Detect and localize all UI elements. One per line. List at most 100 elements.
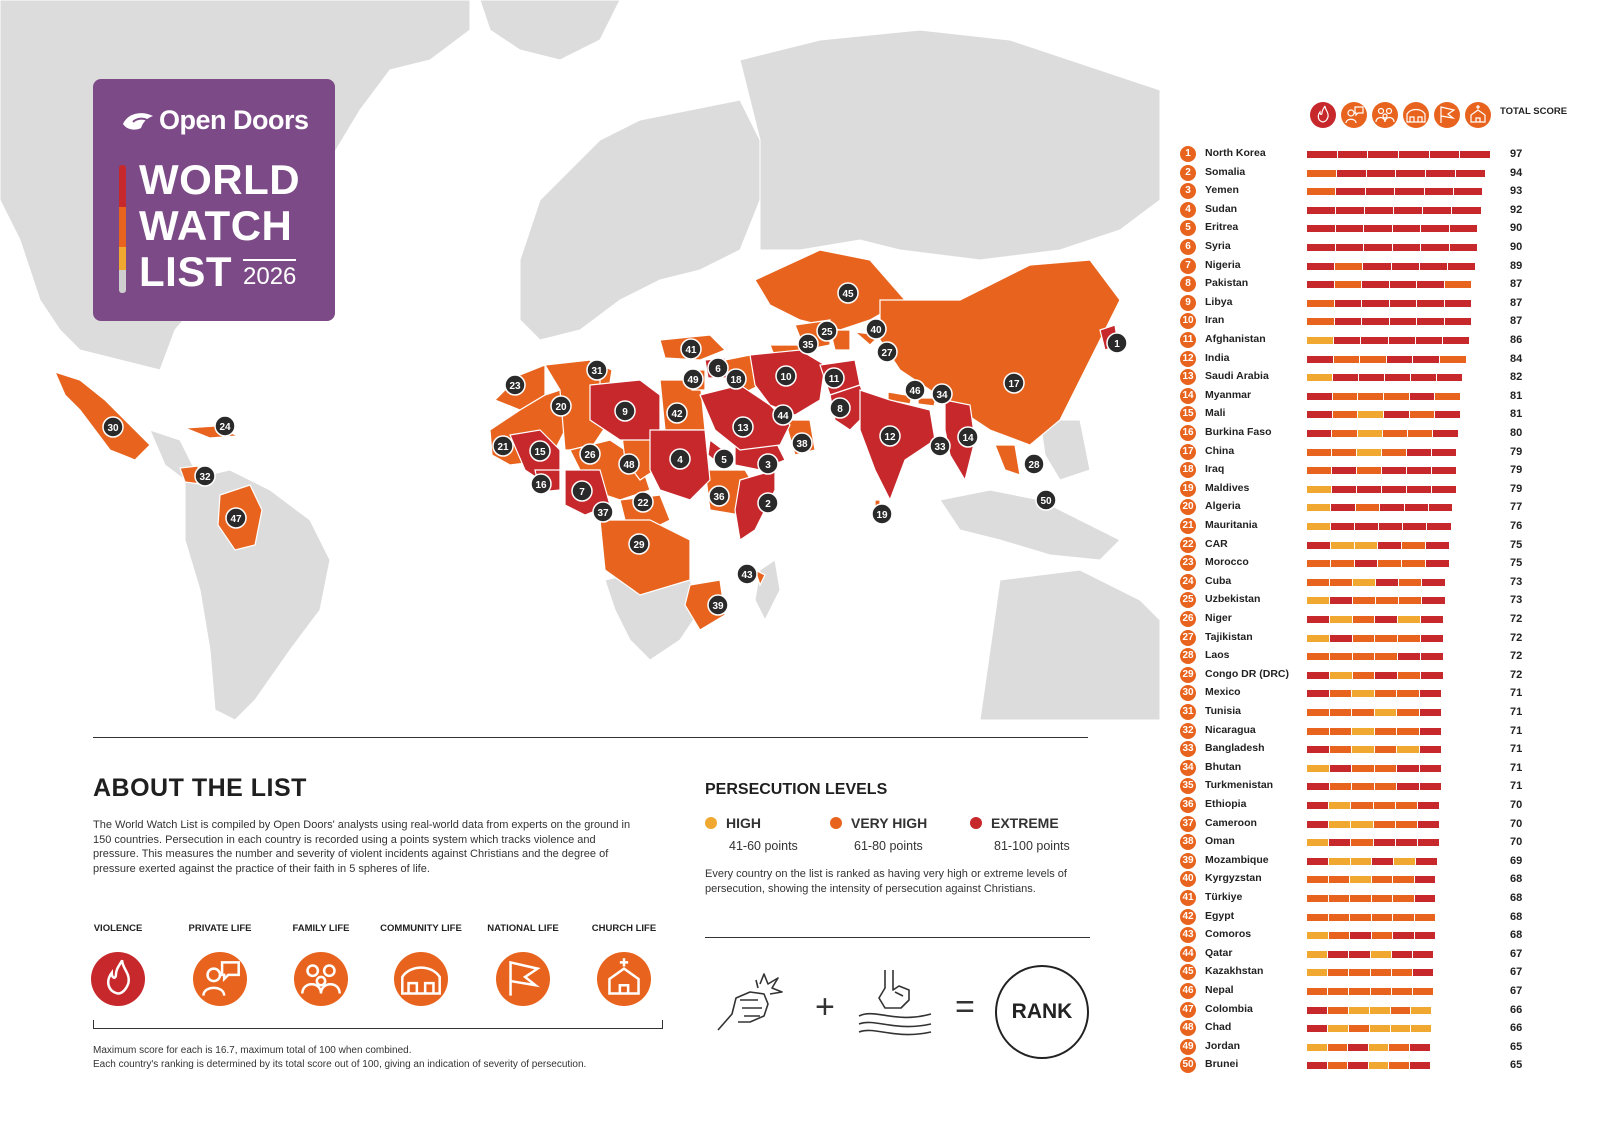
score-segment (1307, 653, 1329, 661)
total-score: 71 (1510, 743, 1523, 756)
map-marker-label: 21 (497, 442, 509, 453)
ranking-list: 1 North Korea 97 2 Somalia 94 3 Yemen 93 4 Sudan 92… (1180, 145, 1590, 1075)
score-segment (1353, 578, 1376, 586)
score-bar (1307, 504, 1453, 512)
flag-icon (496, 952, 550, 1006)
map-marker: 25 (816, 320, 838, 342)
about-text: The World Watch List is compiled by Open… (93, 819, 631, 875)
list-item: 21 Mauritania 76 (1180, 517, 1590, 535)
score-segment (1373, 802, 1395, 809)
score-segment (1374, 764, 1396, 772)
map-marker-label: 39 (712, 601, 724, 612)
score-segment (1371, 895, 1392, 902)
score-segment (1307, 634, 1329, 642)
score-segment (1435, 411, 1461, 419)
score-segment (1370, 988, 1391, 995)
score-segment (1373, 839, 1395, 847)
score-segment (1395, 188, 1424, 196)
score-segment (1368, 1043, 1389, 1051)
score-segment (1335, 244, 1363, 251)
score-segment (1330, 597, 1353, 605)
map-marker-label: 44 (777, 411, 789, 422)
score-segment (1414, 895, 1435, 902)
score-segment (1350, 895, 1371, 902)
total-score: 92 (1510, 203, 1523, 216)
rank-badge: 12 (1180, 350, 1196, 367)
score-segment (1397, 727, 1419, 735)
total-score: 97 (1510, 148, 1523, 160)
score-bar (1307, 1006, 1432, 1014)
score-segment (1376, 597, 1399, 605)
total-score: 68 (1510, 929, 1523, 942)
total-score: 87 (1510, 278, 1523, 291)
list-item: 9 Libya 87 (1180, 294, 1590, 312)
rank-badge: 17 (1180, 443, 1196, 460)
rank-badge: 37 (1180, 815, 1196, 832)
score-bar (1307, 318, 1472, 326)
divider-top (93, 737, 1088, 738)
brand-panel: Open Doors WORLD WATCH LIST 2026 (93, 79, 335, 321)
country-name: Mozambique (1205, 853, 1269, 866)
score-segment (1307, 541, 1330, 549)
map-marker-label: 24 (219, 422, 231, 433)
score-segment (1437, 374, 1462, 382)
dot-extreme-icon (970, 817, 982, 829)
divider-levels (705, 937, 1090, 938)
score-segment (1390, 1025, 1411, 1033)
sphere-2: PRIVATE LIFE (175, 912, 265, 1006)
total-score: 70 (1510, 799, 1523, 811)
about-title: ABOUT THE LIST (93, 774, 307, 802)
level-extreme: EXTREME 81-100 points (970, 815, 1070, 853)
score-segment (1329, 690, 1351, 698)
score-segment (1364, 244, 1392, 251)
list-item: 28 Laos 72 (1180, 647, 1590, 665)
sphere-5: NATIONAL LIFE (478, 912, 568, 1006)
score-bar (1307, 597, 1446, 605)
map-marker-label: 9 (622, 407, 628, 418)
map-marker-label: 3 (765, 460, 771, 471)
score-segment (1307, 913, 1328, 921)
country-name: Uzbekistan (1205, 593, 1261, 606)
score-segment (1328, 876, 1349, 884)
rank-badge: 4 (1180, 201, 1196, 218)
score-segment (1404, 504, 1428, 512)
score-segment (1444, 318, 1471, 326)
score-segment (1307, 988, 1328, 995)
rank-badge: 44 (1180, 945, 1196, 962)
score-segment (1389, 281, 1416, 289)
map-marker-label: 14 (962, 433, 974, 444)
score-segment (1307, 876, 1328, 884)
score-segment (1365, 188, 1395, 196)
country-name: Myanmar (1205, 388, 1252, 401)
country-name: North Korea (1205, 147, 1266, 159)
total-score: 81 (1510, 408, 1523, 421)
score-segment (1382, 430, 1408, 437)
level-high: HIGH 41-60 points (705, 815, 798, 853)
map-marker-label: 37 (597, 508, 609, 519)
score-bar (1307, 932, 1436, 940)
map-marker: 33 (929, 435, 951, 457)
score-segment (1361, 337, 1388, 344)
map-marker-label: 45 (842, 289, 854, 300)
score-segment (1409, 1062, 1430, 1070)
country-name: Laos (1205, 649, 1230, 662)
score-bar (1307, 616, 1444, 623)
rank-badge: 20 (1180, 499, 1196, 516)
score-segment (1379, 523, 1403, 530)
score-segment (1364, 225, 1392, 233)
score-segment (1411, 1025, 1432, 1033)
list-item: 43 Comoros 68 (1180, 926, 1590, 944)
total-score: 90 (1510, 241, 1523, 253)
score-segment (1334, 318, 1361, 326)
score-segment (1391, 262, 1419, 270)
score-segment (1398, 634, 1420, 642)
score-segment (1307, 337, 1334, 344)
map-marker: 27 (876, 341, 898, 363)
score-segment (1411, 1006, 1432, 1014)
list-item: 4 Sudan 92 (1180, 201, 1590, 219)
score-segment (1412, 988, 1434, 995)
list-item: 6 Syria 90 (1180, 238, 1590, 256)
map-marker: 10 (775, 365, 797, 387)
total-score: 73 (1510, 575, 1523, 588)
score-segment (1392, 225, 1420, 233)
